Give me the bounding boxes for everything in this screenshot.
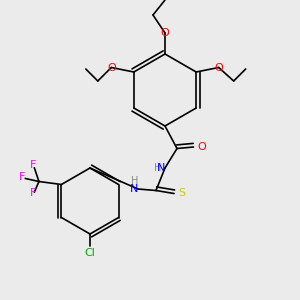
Text: O: O <box>107 62 116 73</box>
Text: O: O <box>214 62 223 73</box>
Text: N: N <box>130 184 138 194</box>
Text: F: F <box>19 172 26 182</box>
Text: N: N <box>157 163 165 173</box>
Text: F: F <box>30 160 36 170</box>
Text: H: H <box>154 163 161 173</box>
Text: S: S <box>178 188 186 199</box>
Text: H: H <box>131 176 139 187</box>
Text: O: O <box>160 28 169 38</box>
Text: Cl: Cl <box>85 248 95 258</box>
Text: O: O <box>197 142 206 152</box>
Text: F: F <box>30 188 36 199</box>
